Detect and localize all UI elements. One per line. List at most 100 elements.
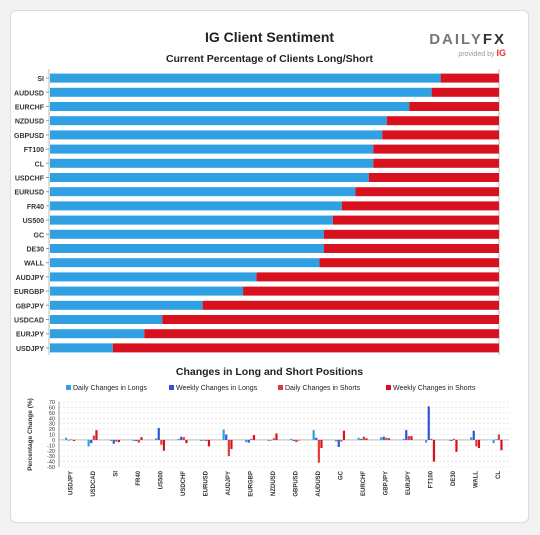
change-bar [270,439,273,441]
y-tick-label: 70 [49,400,55,406]
long-bar [50,201,342,211]
change-bar [162,439,166,451]
change-bar [340,439,343,442]
change-bar [92,435,95,440]
change-bar [155,438,158,440]
change-bar [360,438,363,440]
change-bar [365,438,368,440]
change-bar [432,439,436,462]
change-bar [357,437,360,440]
dailyfx-logo: DAILYFX provided by IG [429,31,506,58]
long-bar [50,158,374,168]
change-bar [225,434,228,440]
x-tick-label: EURCHF [361,471,367,496]
change-bar [292,439,295,441]
x-tick-label: DE30 [451,470,457,486]
logo-tagline: provided by IG [429,48,506,58]
changes-chart: Daily Changes in Longs Weekly Changes in … [27,385,509,497]
x-tick-label: GC [338,470,344,480]
change-bar [335,439,338,442]
y-tick-label: 20 [49,427,55,433]
change-bar [177,438,180,440]
x-tick-label: NZDUSD [271,470,277,496]
short-bar [323,244,499,253]
change-bar [67,439,70,441]
change-bar [402,438,405,440]
change-bar [132,439,135,441]
category-label: DE30 [26,247,44,254]
y-tick-label: -20 [47,449,55,455]
y-tick-label: -30 [47,454,55,460]
change-bar [227,439,230,457]
short-bar [373,144,499,154]
long-bar [50,144,374,154]
x-tick-label: EURUSD [203,470,209,496]
long-bar [50,272,257,282]
short-bar [202,300,499,310]
short-bar [341,201,499,211]
short-bar [332,215,499,225]
change-bar [452,438,455,440]
x-tick-label: GBPJPY [383,471,389,495]
long-bar [50,215,333,225]
change-bar [497,434,500,440]
change-bar [405,430,408,440]
change-bar [230,439,233,450]
change-bar [207,439,211,447]
change-bar [275,433,278,440]
short-bar [319,258,499,268]
change-bar [137,439,140,443]
short-bar [386,116,499,126]
y-tick-label: 30 [49,422,55,428]
y-tick-label: -50 [47,465,55,471]
category-label: USDCHF [15,176,45,183]
long-bar [50,300,203,310]
change-bar [157,428,160,440]
change-bar [185,439,188,444]
y-tick-label: 60 [49,405,55,411]
category-label: SI [37,76,44,83]
long-bar [50,229,324,239]
change-bar [72,439,76,441]
x-tick-label: GBPUSD [293,470,299,496]
x-tick-label: USDCAD [91,470,97,496]
y-axis-label: Percentage Change (%) [27,398,34,471]
y-tick-label: -40 [47,460,55,466]
short-bar [373,158,499,168]
change-bar [205,439,208,441]
category-label: EURJPY [16,332,44,339]
legend-swatch [169,385,174,390]
change-bar [470,437,473,440]
short-bar [162,315,499,324]
change-bar [492,439,495,444]
legend-swatch [66,385,71,390]
change-bar [297,439,301,441]
change-bar [202,439,205,441]
long-bar [50,87,432,97]
change-bar [247,439,250,443]
change-bar [500,439,503,451]
category-label: CL [35,161,45,168]
x-tick-label: EURGBP [248,471,254,497]
change-bar [272,438,275,440]
long-bar [50,315,163,324]
short-bar [144,329,500,339]
category-label: WALL [24,261,45,268]
x-tick-label: USDCHF [181,471,187,496]
change-bar [385,437,388,440]
change-bar [362,436,365,440]
change-bar [87,439,90,447]
x-tick-label: EURJPY [406,471,412,495]
logo-brand-prefix: DAILY [429,31,483,48]
y-tick-label: 40 [49,416,55,422]
change-bar [70,439,73,440]
x-tick-label: CL [496,471,502,479]
short-bar [355,187,499,197]
change-bar [95,430,98,440]
y-tick-label: 10 [49,433,55,439]
category-label: GBPJPY [16,303,45,310]
long-bar [50,173,369,182]
change-bar [407,436,410,440]
x-tick-label: AUDJPY [226,471,232,495]
change-bar [427,406,430,440]
